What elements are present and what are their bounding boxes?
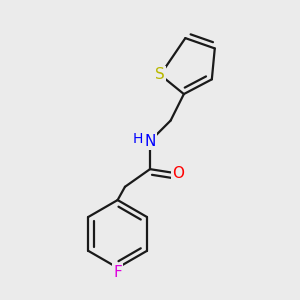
Text: O: O [172,166,184,181]
Text: F: F [113,265,122,280]
Text: H: H [132,132,142,146]
Text: S: S [155,68,165,82]
Text: N: N [144,134,156,149]
